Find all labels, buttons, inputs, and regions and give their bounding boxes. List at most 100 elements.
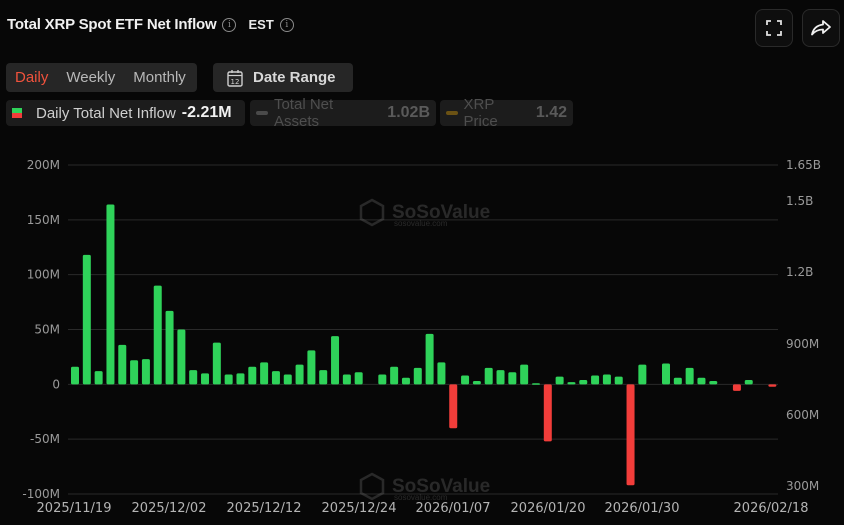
fullscreen-button[interactable] [755,9,793,47]
inflow-bar[interactable] [638,364,647,385]
chart-header: Total XRP Spot ETF Net Inflow i EST i [7,16,294,33]
inflow-bar[interactable] [319,370,328,385]
info-icon[interactable]: i [222,17,237,32]
y-tick-label: 0 [52,377,60,391]
inflow-bar[interactable] [378,374,387,385]
inflow-bar[interactable] [744,379,753,385]
inflow-bar[interactable] [591,375,600,385]
inflow-bar[interactable] [461,375,470,385]
inflow-bar[interactable] [130,360,139,385]
legend-total-net-assets[interactable]: Total Net Assets 1.02B [250,96,436,130]
inflow-bar[interactable] [71,366,79,385]
inflow-bar[interactable] [331,336,340,385]
watermark: SoSoValue sosovalue.com SoSoValue sosova… [359,198,490,502]
inflow-bar[interactable] [177,329,186,385]
x-tick-label: 2025/12/12 [227,501,302,516]
inflow-bar[interactable] [531,383,540,385]
inflow-bar[interactable] [189,370,198,385]
inflow-bar[interactable] [212,342,221,385]
inflow-swatch-icon [12,108,22,118]
inflow-bar[interactable] [543,384,552,442]
x-tick-label: 2026/01/07 [416,501,491,516]
timezone-info-icon[interactable]: i [279,17,294,32]
price-swatch-icon [446,111,458,115]
inflow-bar[interactable] [472,381,481,385]
y-tick-label: 200M [27,158,60,172]
inflow-bar[interactable] [390,366,399,385]
calendar-icon: 12 [227,69,243,87]
inflow-bar[interactable] [295,364,304,385]
inflow-bar[interactable] [153,285,162,385]
legend-net-inflow[interactable]: Daily Total Net Inflow -2.21M [6,100,245,126]
inflow-bar[interactable] [94,371,103,385]
inflow-bar[interactable] [614,376,623,385]
svg-text:sosovalue.com: sosovalue.com [394,493,448,502]
bar-series[interactable] [71,204,777,486]
legend-xrp-price[interactable]: XRP Price 1.42 [440,96,573,130]
inflow-bar[interactable] [260,362,269,385]
svg-text:SoSoValue: SoSoValue [392,476,490,497]
legend-assets-label: Total Net Assets [273,96,334,130]
period-monthly[interactable]: Monthly [133,69,186,86]
legend-price-value: 1.42 [535,104,567,121]
inflow-bar[interactable] [673,377,682,385]
inflow-bar[interactable] [496,370,505,385]
sosovalue-logo-icon [359,472,385,501]
inflow-bar[interactable] [425,333,434,385]
inflow-bar[interactable] [732,384,741,391]
period-selector: Daily Weekly Monthly [6,63,197,92]
inflow-bar[interactable] [768,384,777,387]
inflow-bar[interactable] [106,204,115,385]
timezone-label: EST [248,17,274,32]
inflow-bar[interactable] [484,367,493,385]
x-tick-label: 2025/11/19 [37,501,112,516]
svg-text:SoSoValue: SoSoValue [392,202,490,223]
share-button[interactable] [802,9,840,47]
inflow-bar[interactable] [602,374,611,385]
inflow-bar[interactable] [449,384,458,429]
inflow-bar[interactable] [567,382,576,385]
inflow-bar[interactable] [165,310,174,385]
inflow-bar[interactable] [118,344,127,385]
y2-tick-label: 1.5B [786,194,813,208]
period-daily[interactable]: Daily [15,69,49,86]
inflow-bar[interactable] [271,371,280,385]
x-tick-label: 2026/01/30 [605,501,680,516]
y-tick-label: -50M [30,432,60,446]
legend-assets-value: 1.02B [387,104,430,121]
inflow-bar[interactable] [248,366,257,385]
inflow-bar[interactable] [236,373,245,385]
inflow-bar[interactable] [697,377,706,385]
svg-text:sosovalue.com: sosovalue.com [394,219,448,228]
inflow-bar[interactable] [685,367,694,385]
inflow-bar[interactable] [626,384,635,486]
chart-title: Total XRP Spot ETF Net Inflow [7,16,217,33]
inflow-bar[interactable] [437,362,446,385]
legend-inflow-label: Daily Total Net Inflow [36,104,176,122]
y2-tick-label: 600M [786,408,819,422]
inflow-bar[interactable] [141,359,150,385]
inflow-bar[interactable] [520,364,529,385]
inflow-bar[interactable] [82,254,91,385]
legend-price-label: XRP Price [463,96,498,130]
svg-text:12: 12 [231,78,240,86]
inflow-bar[interactable] [401,377,410,385]
inflow-bar[interactable] [662,363,670,385]
y-tick-label: 100M [27,268,60,282]
x-tick-label: 2025/12/24 [322,501,397,516]
inflow-bar[interactable] [224,374,233,385]
inflow-bar[interactable] [354,372,363,385]
inflow-bar[interactable] [413,367,422,385]
inflow-bar[interactable] [201,373,210,385]
date-range-button[interactable]: 12 Date Range [213,63,353,92]
inflow-bar[interactable] [283,374,292,385]
x-tick-label: 2026/02/18 [734,501,809,516]
period-weekly[interactable]: Weekly [66,69,116,86]
inflow-bar[interactable] [579,379,588,385]
inflow-bar[interactable] [555,376,564,385]
inflow-bar[interactable] [342,374,351,385]
inflow-bar[interactable] [508,372,517,385]
inflow-bar[interactable] [709,381,718,385]
inflow-bar[interactable] [307,350,316,385]
